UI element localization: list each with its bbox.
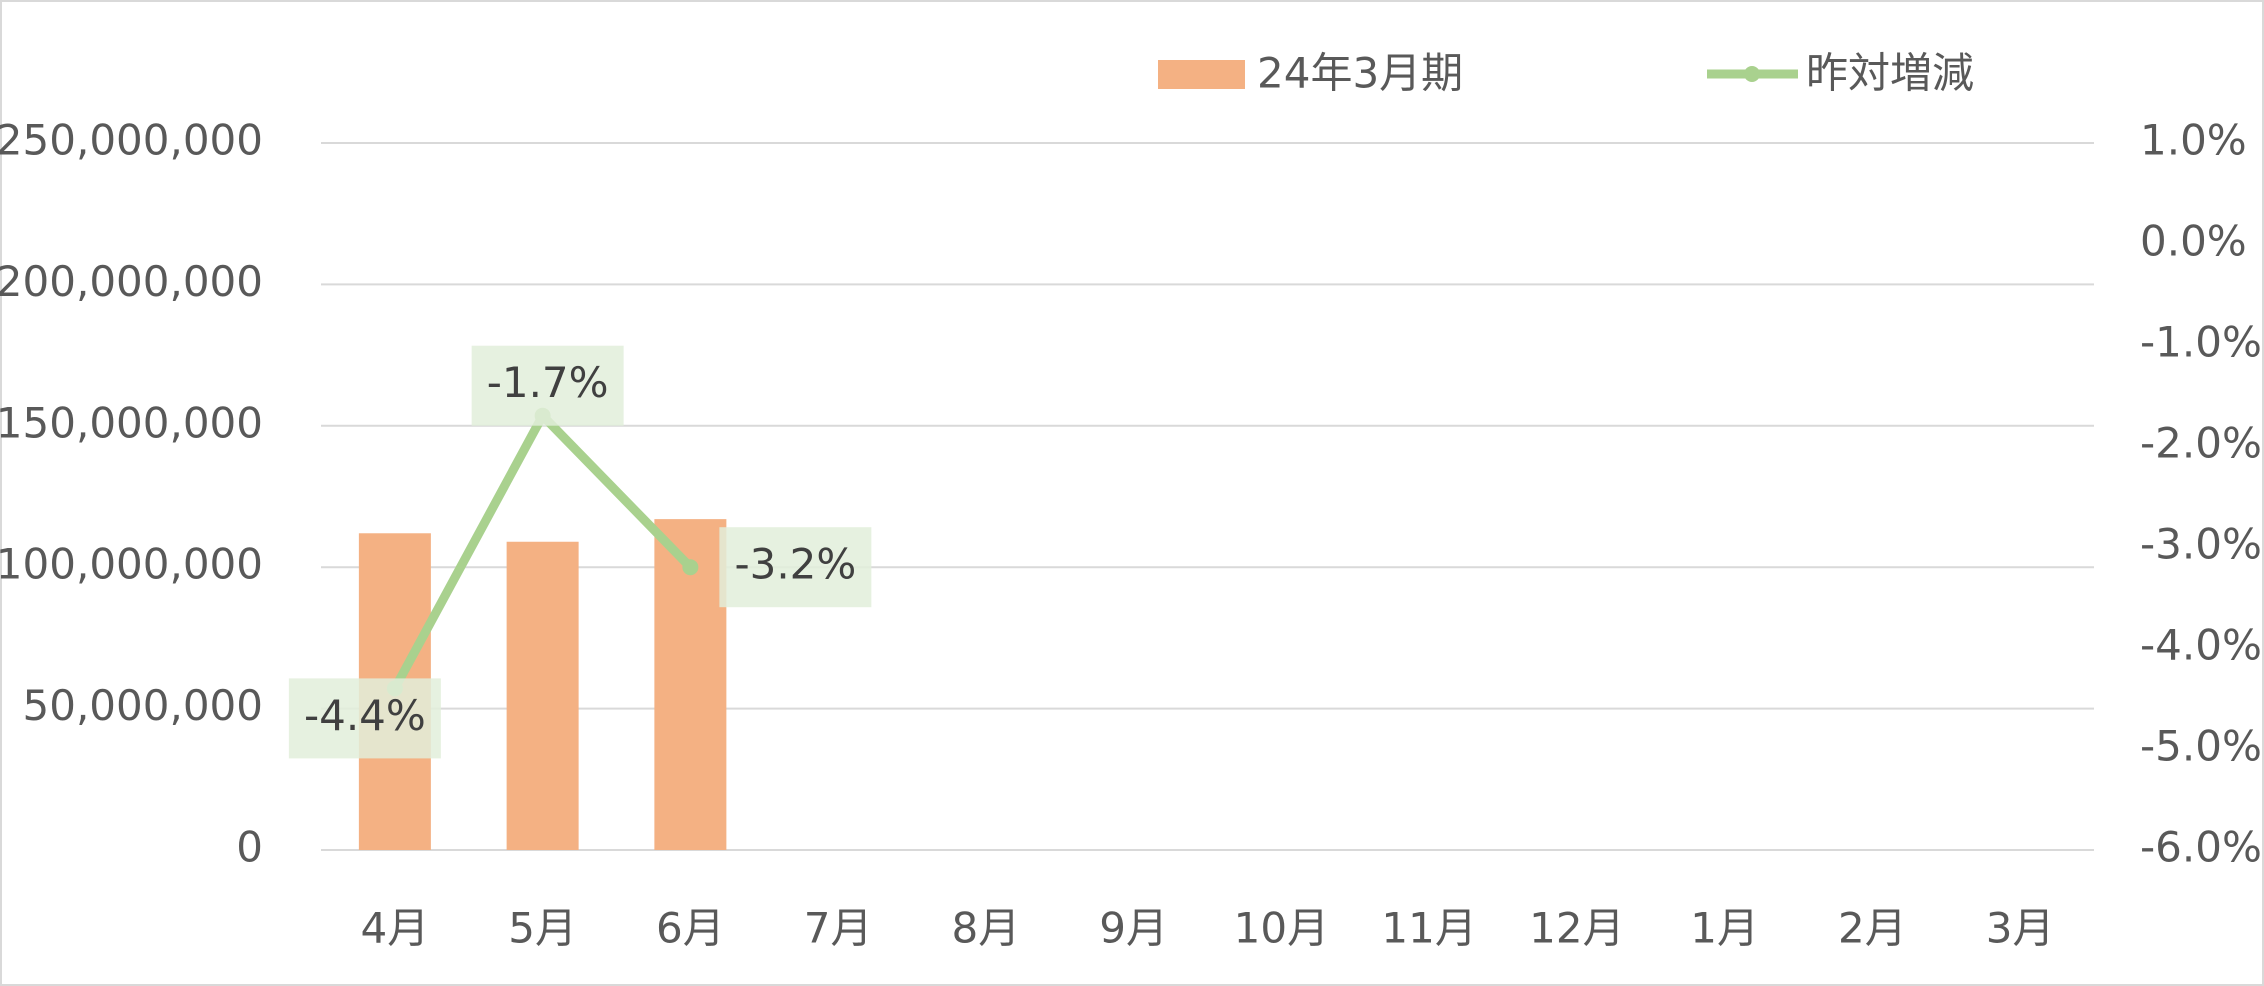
legend-marker: [1744, 66, 1760, 82]
bar: [506, 541, 579, 850]
y-tick-label: 50,000,000: [23, 681, 263, 730]
data-label-box: [471, 345, 624, 426]
x-tick-label: 9月: [1099, 904, 1168, 953]
y-tick-label: 200,000,000: [0, 257, 263, 306]
x-tick-label: 2月: [1838, 904, 1907, 953]
x-tick-label: 6月: [656, 904, 725, 953]
data-label-box: [719, 527, 872, 608]
y2-tick-label: -2.0%: [2140, 419, 2262, 468]
x-tick-label: 7月: [804, 904, 873, 953]
y-tick-label: 250,000,000: [0, 116, 263, 165]
x-tick-label: 1月: [1690, 904, 1759, 953]
legend-label: 昨対増減: [1806, 49, 1974, 98]
x-tick-label: 4月: [361, 904, 430, 953]
x-tick-label: 12月: [1529, 904, 1624, 953]
x-tick-label: 10月: [1234, 904, 1329, 953]
y-tick-label: 0: [236, 823, 263, 872]
data-label: -4.4%: [304, 691, 426, 740]
data-label: -1.7%: [487, 358, 609, 407]
x-tick-label: 8月: [952, 904, 1021, 953]
data-label: -3.2%: [734, 540, 856, 589]
x-tick-label: 5月: [508, 904, 577, 953]
y-tick-label: 150,000,000: [0, 398, 263, 447]
y2-tick-label: -6.0%: [2140, 823, 2262, 872]
y2-tick-label: -3.0%: [2140, 520, 2262, 569]
y2-tick-label: -4.0%: [2140, 621, 2262, 670]
data-label-box: [288, 678, 441, 759]
x-tick-label: 3月: [1986, 904, 2055, 953]
y2-tick-label: 1.0%: [2140, 116, 2247, 165]
y2-tick-label: -1.0%: [2140, 318, 2262, 367]
legend-swatch: [1158, 60, 1245, 89]
y-tick-label: 100,000,000: [0, 540, 263, 589]
y2-tick-label: 0.0%: [2140, 217, 2247, 266]
line-marker: [682, 559, 699, 576]
legend-label: 24年3月期: [1257, 49, 1463, 98]
x-tick-label: 11月: [1381, 904, 1476, 953]
y2-tick-label: -5.0%: [2140, 722, 2262, 771]
